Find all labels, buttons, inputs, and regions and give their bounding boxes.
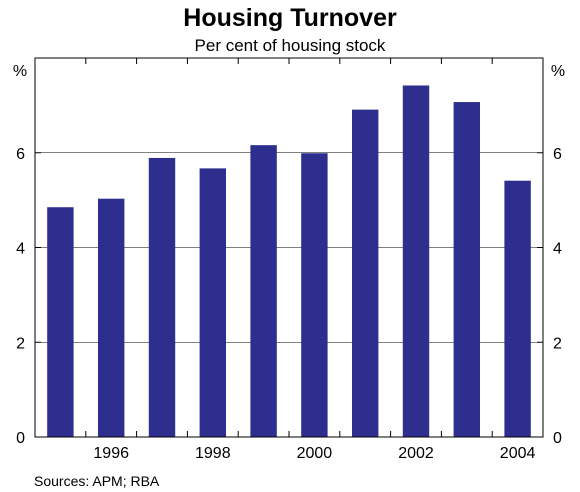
chart-subtitle: Per cent of housing stock [195,36,386,55]
source-note: Sources: APM; RBA [34,473,160,489]
y-tick-label-left: 4 [16,241,25,258]
bar [453,102,481,437]
y-tick-label-left: 0 [16,430,25,447]
bar [199,168,227,438]
y-axis-unit-right: % [551,63,565,80]
bar [47,207,74,437]
chart-title: Housing Turnover [183,4,397,32]
y-tick-label-left: 6 [16,146,25,163]
bar [250,145,277,438]
y-tick-label-left: 2 [16,335,25,352]
y-tick-label-right: 6 [553,146,562,163]
bars [47,85,531,438]
bar [504,180,531,438]
bar [402,85,430,437]
tick-labels: 0 0 2 2 4 4 6 6 1996 1998 2000 2002 2004 [16,146,562,462]
x-tick-label: 1998 [195,445,231,462]
bar [97,198,125,437]
y-tick-label-right: 4 [553,241,562,258]
ticks [35,58,543,438]
bar [351,109,379,438]
bar [301,153,328,437]
x-tick-label: 2002 [398,445,434,462]
x-tick-label: 1996 [93,445,129,462]
x-tick-label: 2004 [500,445,536,462]
y-tick-label-right: 0 [553,430,562,447]
bar [148,157,176,437]
x-tick-label: 2000 [297,445,333,462]
y-tick-label-right: 2 [553,335,562,352]
y-axis-unit-left: % [13,63,27,80]
